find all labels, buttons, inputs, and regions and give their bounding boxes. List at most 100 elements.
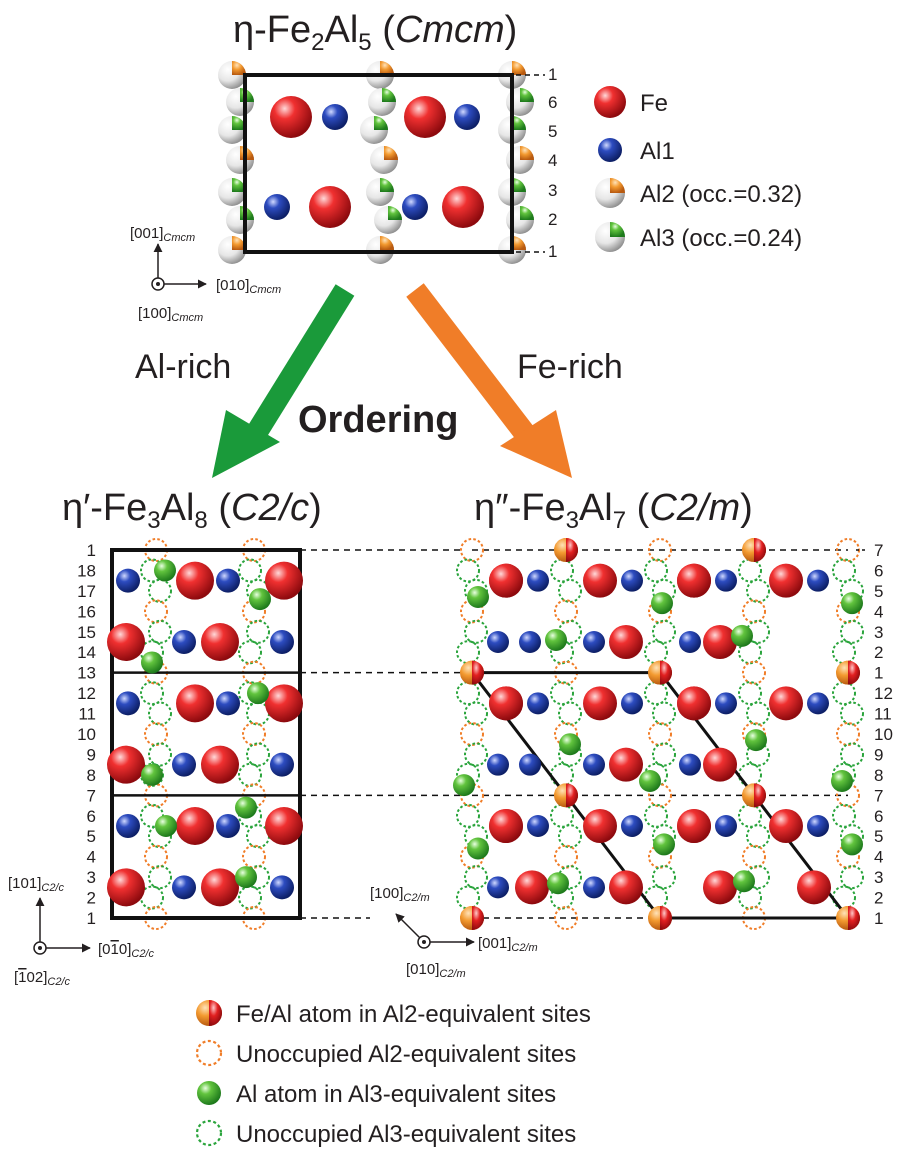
empty-al2-site [554, 906, 578, 930]
legend-unocc-al2-swatch [195, 1039, 223, 1067]
empty-al2-site [648, 844, 672, 869]
fe-atom [677, 563, 711, 598]
al3-site [226, 206, 254, 234]
fe-atom [270, 96, 312, 138]
layer-label: 2 [87, 889, 96, 908]
empty-al3-site [464, 619, 488, 644]
al1-atom [116, 814, 140, 838]
layer-label: 8 [87, 766, 96, 785]
al3-atom [235, 866, 257, 889]
top-axes: [001]Cmcm [010]Cmcm [100]Cmcm [130, 225, 281, 324]
al3-atom [547, 872, 569, 895]
empty-al2-site [460, 538, 484, 562]
layer-label: 2 [874, 643, 883, 662]
bottom-legend: Fe/Al atom in Al2-equivalent sites Unocc… [195, 1000, 591, 1148]
empty-al3-site [840, 619, 864, 644]
al3-atom [467, 837, 489, 860]
layer-label: 1 [87, 541, 96, 560]
layer-label: 5 [874, 827, 883, 846]
top-legend: Fe Al1 Al2 (occ.=0.32) Al3 (occ.=0.24) [594, 86, 802, 252]
legend-unocc-al2-label: Unoccupied Al2-equivalent sites [236, 1041, 576, 1068]
empty-al3-site [652, 619, 676, 644]
al1-atom [270, 630, 294, 654]
al3-atom [639, 770, 661, 793]
empty-al3-site [558, 701, 582, 726]
al1-atom [216, 568, 240, 593]
legend-al2-label: Al2 (occ.=0.32) [640, 181, 802, 208]
empty-al3-site [840, 578, 864, 603]
empty-al2-site [648, 783, 672, 808]
fe-atom [442, 186, 484, 228]
right-axis-out-label: [010]C2/m [406, 961, 466, 980]
empty-al3-site [738, 640, 762, 665]
layer-label: 3 [548, 181, 557, 200]
empty-al3-site [652, 742, 676, 767]
layer-label: 1 [87, 909, 96, 928]
left-axes: [101]C2/c [010]C2/c [102]C2/c [8, 875, 154, 988]
empty-al3-site [652, 701, 676, 726]
feal-atom [648, 906, 672, 930]
layer-label: 5 [87, 827, 96, 846]
empty-al3-site [832, 640, 856, 665]
empty-al3-site [840, 701, 864, 726]
fe-atom [609, 870, 643, 905]
al3-atom [467, 586, 489, 609]
empty-al3-site [738, 558, 762, 583]
al3-atom [831, 770, 853, 793]
empty-al2-site [836, 783, 860, 808]
empty-al3-site [148, 865, 172, 890]
empty-al2-site [742, 660, 766, 685]
empty-al3-site [464, 701, 488, 726]
layer-label: 6 [874, 807, 883, 826]
layer-label: 4 [548, 151, 557, 170]
empty-al3-site [558, 578, 582, 603]
empty-al3-site [832, 558, 856, 583]
empty-al2-site [144, 722, 168, 746]
legend-al1-swatch [598, 138, 622, 162]
top-structure-cell [218, 61, 545, 264]
fe-atom [677, 686, 711, 721]
al1-atom [679, 753, 701, 776]
layer-label: 8 [874, 766, 883, 785]
al1-atom [583, 753, 605, 776]
legend-al1-label: Al1 [640, 138, 675, 165]
al3-atom [731, 624, 753, 647]
top-layer-labels: 1 6 5 4 3 2 1 [548, 65, 557, 261]
al1-atom [270, 752, 294, 777]
fe-atom [583, 563, 617, 598]
layer-label: 7 [874, 786, 883, 805]
al3-site [226, 88, 254, 116]
empty-al2-site [836, 722, 860, 746]
empty-al3-site [246, 619, 270, 644]
al3-site [218, 116, 246, 144]
empty-al3-site [746, 824, 770, 849]
empty-al3-site [644, 885, 668, 910]
al-rich-label: Al-rich [135, 348, 231, 386]
empty-al2-site [242, 722, 266, 746]
fe-atom [107, 868, 145, 907]
layer-label: 10 [77, 725, 96, 744]
left-structure-cell [107, 538, 462, 930]
al3-atom [453, 774, 475, 797]
layer-label: 6 [874, 561, 883, 580]
layer-label: 4 [874, 602, 883, 621]
fe-atom [583, 809, 617, 843]
layer-label: 15 [77, 623, 96, 642]
al3-atom [559, 733, 581, 756]
layer-label: 14 [77, 643, 96, 662]
empty-al2-site [460, 722, 484, 746]
layer-label: 4 [87, 848, 96, 867]
empty-al3-site [464, 742, 488, 767]
al1-atom [172, 875, 196, 900]
empty-al2-site [460, 599, 484, 624]
empty-al3-site [140, 681, 164, 706]
fe-atom [769, 686, 803, 721]
fe-atom [769, 809, 803, 843]
feal-atom [836, 906, 860, 930]
fe-atom [265, 684, 303, 723]
fe-atom [489, 686, 523, 721]
layer-label: 11 [874, 705, 892, 724]
fe-atom [703, 625, 737, 659]
